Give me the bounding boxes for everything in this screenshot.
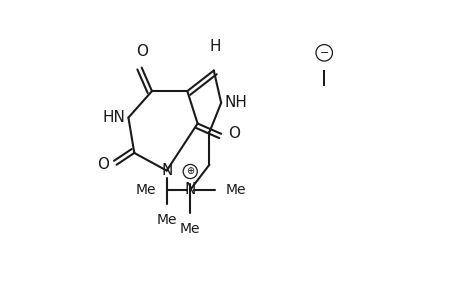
Text: Me: Me [179,222,200,236]
Text: O: O [97,157,109,172]
Text: −: − [319,48,328,58]
Text: ⊕: ⊕ [186,167,194,176]
Text: Me: Me [156,213,177,227]
Text: Me: Me [135,183,156,197]
Text: O: O [135,44,147,59]
Text: NH: NH [224,95,247,110]
Text: Me: Me [225,183,246,197]
Text: HN: HN [102,110,125,125]
Text: O: O [228,126,240,141]
Text: N: N [161,163,172,178]
Text: I: I [320,70,326,91]
Text: H: H [209,39,220,54]
Text: N: N [184,182,196,197]
